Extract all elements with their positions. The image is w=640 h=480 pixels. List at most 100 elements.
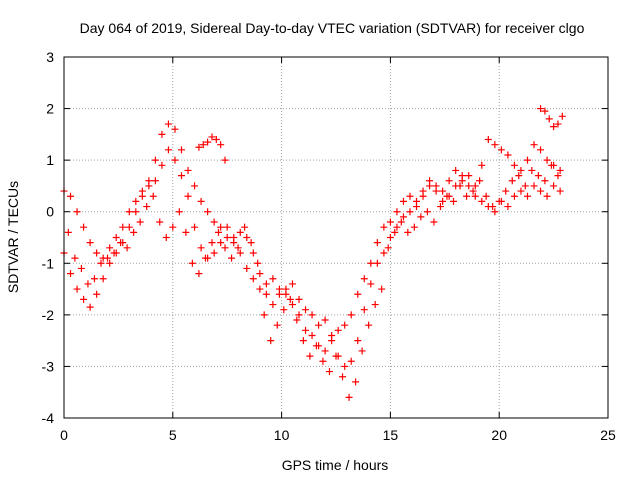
data-point [223,234,231,241]
data-point [341,321,349,329]
data-point [556,187,564,195]
data-point [236,249,244,257]
data-point [465,172,473,180]
data-point [125,223,133,231]
data-point [430,218,438,226]
data-point [373,239,381,247]
data-point [97,259,105,267]
data-point [171,156,179,164]
data-point [325,368,333,376]
data-point [469,187,477,195]
data-point [321,347,329,355]
data-point [262,280,270,288]
x-tick-label: 15 [383,427,399,443]
data-point [491,208,499,216]
data-point [130,228,138,236]
x-tick-label: 5 [169,427,177,443]
data-point [352,378,360,386]
axis-ticks: 0 5 10 15 20 25 -4 -3 -2 -1 0 1 2 3 [42,49,616,443]
data-point [204,208,212,216]
data-point [358,347,366,355]
data-point [195,143,203,151]
data-point [443,192,451,200]
data-point [299,337,307,345]
data-point [175,208,183,216]
x-tick-label: 10 [274,427,290,443]
data-point [158,130,166,138]
data-point [295,311,303,319]
data-point [367,259,375,267]
data-point [182,228,190,236]
data-point [523,156,531,164]
data-point [365,321,373,329]
data-point [221,244,229,252]
data-point [228,254,236,262]
data-point [334,326,342,334]
data-point [230,234,238,241]
data-point [339,373,347,381]
data-point [73,285,81,293]
data-point [86,239,94,247]
data-point [547,161,555,169]
data-point [256,285,264,293]
y-tick-label: -4 [42,410,55,426]
grid-lines [64,57,608,418]
data-point [77,264,85,272]
data-point [450,197,458,205]
data-point [545,115,553,123]
data-point [432,182,440,190]
data-point [367,280,375,288]
data-point [234,244,242,252]
data-point [178,172,186,180]
data-point [556,166,564,174]
data-point [208,133,216,141]
data-point [504,203,512,211]
data-point [360,275,368,283]
data-point [151,156,159,164]
data-point [528,166,536,174]
data-point [397,218,405,226]
data-point [73,208,81,216]
data-point [243,264,251,272]
data-point [315,321,323,329]
data-point [204,138,212,146]
data-point [497,146,505,154]
data-point [380,223,388,231]
data-point [117,239,125,247]
data-point [439,197,447,205]
data-point [354,290,362,298]
data-point [243,234,251,241]
data-point [71,254,79,262]
data-point [345,393,353,401]
data-point [269,301,277,309]
data-point [406,208,414,216]
data-point [417,213,425,221]
data-points [60,105,566,401]
data-point [191,182,199,190]
data-point [249,249,257,257]
data-point [67,192,75,200]
data-point [236,228,244,236]
data-point [419,187,427,195]
data-point [164,146,172,154]
data-point [302,326,310,334]
data-point [517,187,525,195]
data-point [410,223,418,231]
data-point [90,275,98,283]
data-point [162,234,170,241]
data-point [541,177,549,185]
data-point [136,218,144,226]
data-point [347,357,355,365]
data-point [158,161,166,169]
data-point [123,244,131,252]
data-point [143,203,151,211]
data-point [478,197,486,205]
x-tick-label: 25 [600,427,616,443]
data-point [465,182,473,190]
data-point [275,285,283,293]
data-point [423,208,431,216]
data-point [106,259,114,267]
data-point [393,223,401,231]
data-point [217,141,225,149]
data-point [306,352,314,360]
